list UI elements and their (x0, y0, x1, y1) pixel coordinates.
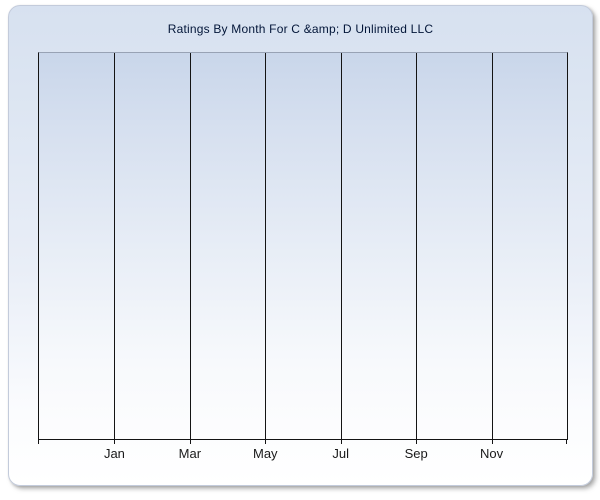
x-axis-label: Nov (480, 446, 504, 461)
x-axis-tick (114, 439, 116, 444)
plot-area: Jan Mar May Jul Sep Nov (38, 52, 568, 461)
vertical-gridline (416, 53, 418, 439)
x-axis-label: May (253, 446, 278, 461)
x-axis-tick (416, 439, 418, 444)
x-axis-label: Sep (404, 446, 428, 461)
vertical-gridline (114, 53, 116, 439)
x-axis-tick (340, 439, 342, 444)
x-axis-tick (38, 439, 39, 444)
vertical-gridline (491, 53, 493, 439)
vertical-gridline (189, 53, 191, 439)
x-axis-tick (265, 439, 267, 444)
chart-title: Ratings By Month For C &amp; D Unlimited… (167, 22, 434, 36)
x-axis-label: Mar (178, 446, 202, 461)
vertical-gridline (265, 53, 267, 439)
vertical-gridline (340, 53, 342, 439)
x-axis-label: Jan (103, 446, 125, 461)
chart-panel: Ratings By Month For C &amp; D Unlimited… (8, 5, 593, 486)
x-axis-tick (491, 439, 493, 444)
x-axis-tick (189, 439, 191, 444)
x-axis-tick (566, 439, 567, 444)
x-axis-label: Jul (332, 446, 350, 461)
